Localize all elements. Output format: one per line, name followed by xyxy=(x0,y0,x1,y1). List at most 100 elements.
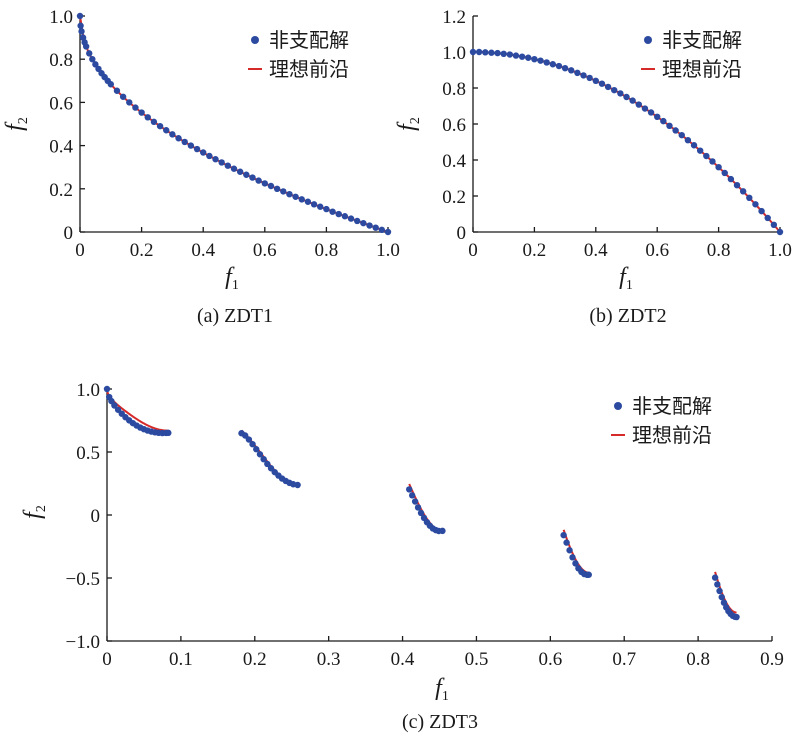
y-tick-label: −0.5 xyxy=(66,569,100,590)
x-tick-label: 0.6 xyxy=(253,240,277,261)
solution-point xyxy=(727,175,735,183)
x-tick-label: 0.8 xyxy=(707,240,731,261)
solution-point xyxy=(537,57,544,64)
solution-point xyxy=(617,90,624,97)
solution-point xyxy=(647,109,655,116)
solution-point xyxy=(264,460,271,468)
solution-point xyxy=(378,226,386,234)
solution-point xyxy=(261,180,268,187)
solution-point xyxy=(77,22,84,29)
solution-point xyxy=(236,168,244,175)
solution-point xyxy=(406,486,413,493)
solution-point xyxy=(132,104,139,111)
x-tick-label: 0.4 xyxy=(584,240,608,261)
solution-point xyxy=(249,174,256,181)
solution-point xyxy=(286,191,293,198)
solution-point xyxy=(323,205,330,213)
solution-point xyxy=(169,131,176,138)
solution-point xyxy=(604,83,612,91)
solution-point xyxy=(512,52,520,59)
solution-point xyxy=(696,147,704,154)
solution-point xyxy=(260,455,267,463)
x-tick-label: 1.0 xyxy=(768,240,792,261)
solution-point xyxy=(163,127,170,134)
legend-label-front: 理想前沿 xyxy=(269,57,349,81)
solution-point xyxy=(572,560,579,567)
solution-point xyxy=(549,61,557,68)
solution-point xyxy=(294,481,301,489)
solution-point xyxy=(119,93,127,100)
solution-point xyxy=(531,56,538,63)
solution-point xyxy=(267,182,275,190)
solution-point xyxy=(629,97,636,104)
solution-point xyxy=(568,67,575,74)
x-tick-label: 0 xyxy=(102,649,112,670)
solution-point xyxy=(654,113,661,121)
solution-point xyxy=(716,587,723,595)
chart-caption: (b) ZDT2 xyxy=(589,305,666,327)
y-tick-label: 1.0 xyxy=(76,380,100,401)
solution-point xyxy=(89,56,96,63)
solution-point xyxy=(776,228,784,236)
solution-point xyxy=(414,504,422,511)
solution-point xyxy=(733,182,741,189)
y-tick-label: 0.4 xyxy=(49,137,73,158)
y-tick-label: 0.2 xyxy=(49,180,73,201)
x-axis-title: f1 xyxy=(225,264,239,293)
x-tick-label: 0.7 xyxy=(612,649,636,670)
y-tick-label: 0.8 xyxy=(49,50,73,71)
solution-point xyxy=(82,43,90,50)
solution-point xyxy=(92,61,99,68)
solution-point xyxy=(543,59,550,66)
solution-point xyxy=(150,118,158,126)
x-tick-label: 0.4 xyxy=(391,649,415,670)
chart-caption: (a) ZDT1 xyxy=(197,305,273,327)
solution-point xyxy=(111,402,118,409)
x-tick-label: 0.2 xyxy=(243,649,267,670)
y-tick-label: 0 xyxy=(91,506,101,527)
x-axis-title: f1 xyxy=(435,675,449,704)
solution-point xyxy=(580,72,587,79)
solution-point xyxy=(758,207,765,215)
y-axis-title: f2 xyxy=(2,117,31,131)
solution-point xyxy=(598,80,606,87)
solution-point xyxy=(200,149,207,156)
solution-point xyxy=(417,509,425,517)
solution-point xyxy=(366,222,373,229)
legend-label-points: 非支配解 xyxy=(662,28,742,52)
solution-point xyxy=(506,51,514,58)
solution-point xyxy=(585,571,592,578)
solution-point xyxy=(86,50,93,57)
solution-point xyxy=(243,171,250,178)
solution-point xyxy=(561,65,569,72)
y-tick-label: 0.6 xyxy=(49,93,73,114)
solution-point xyxy=(253,446,260,453)
legend-marker-points xyxy=(251,36,259,44)
y-tick-label: 0.4 xyxy=(442,151,466,172)
solution-point xyxy=(354,217,361,225)
solution-point xyxy=(256,451,264,458)
x-tick-label: 0.2 xyxy=(523,240,547,261)
solution-point xyxy=(714,581,721,588)
solution-point xyxy=(678,131,685,139)
solution-point xyxy=(715,164,722,171)
legend-marker-points xyxy=(644,36,652,44)
solution-point xyxy=(372,224,379,231)
legend-label-points: 非支配解 xyxy=(269,28,349,52)
solution-point xyxy=(255,177,262,184)
solution-point xyxy=(113,87,121,94)
solution-point xyxy=(563,539,570,546)
solution-point xyxy=(218,159,225,166)
solution-point xyxy=(280,188,287,195)
solution-point xyxy=(175,135,182,142)
solution-point xyxy=(241,432,249,439)
solution-point xyxy=(78,28,85,35)
solution-point xyxy=(138,109,145,116)
legend-marker-points xyxy=(614,402,622,410)
solution-point xyxy=(623,93,630,101)
y-tick-label: 0.2 xyxy=(442,187,466,208)
x-tick-label: 0.5 xyxy=(465,649,489,670)
